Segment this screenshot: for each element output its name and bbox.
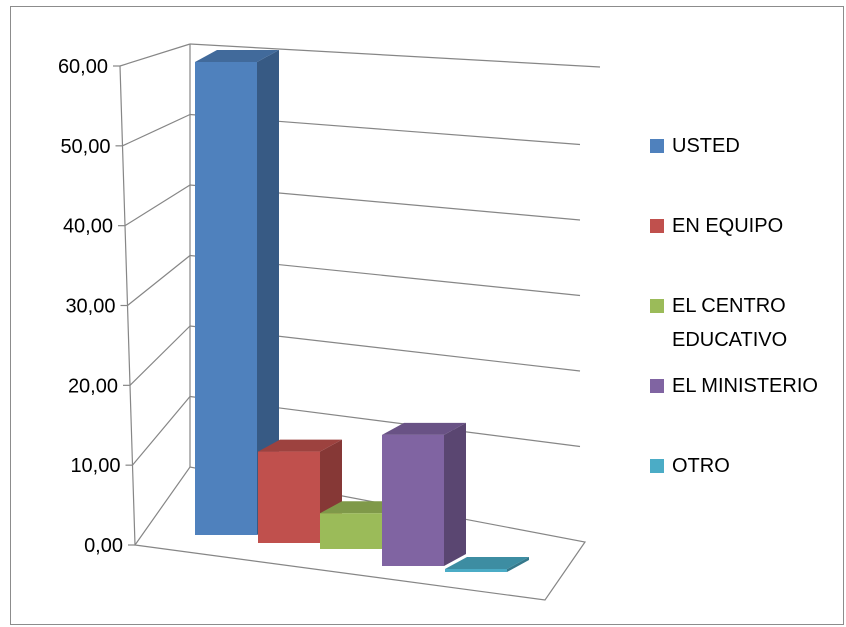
bar-el-ministerio: [382, 422, 466, 566]
legend-swatch: [650, 219, 664, 233]
legend-swatch: [650, 139, 664, 153]
chart-floor: [133, 466, 587, 601]
legend: USTED EN EQUIPO EL CENTRO EDUCATIVO EL MINIS…: [650, 135, 818, 477]
legend-item: USTED: [650, 135, 740, 157]
legend-swatch: [650, 459, 664, 473]
chart-frame: [10, 6, 844, 625]
legend-item: EN EQUIPO: [650, 215, 783, 237]
legend-label: EN EQUIPO: [672, 215, 783, 237]
gridline-side: [132, 396, 191, 466]
bar-otro: [445, 557, 529, 572]
legend-label: USTED: [672, 135, 740, 157]
gridline-side: [124, 184, 191, 227]
wall-edge: [189, 43, 601, 68]
y-tick-label: 0,00: [84, 535, 123, 557]
legend-swatch: [650, 379, 664, 393]
y-tick-label: 30,00: [65, 296, 115, 318]
y-tick-label: 20,00: [68, 375, 118, 397]
y-axis-tick-labels: 0,00 10,00 20,00 30,00 40,00 50,00 60,00: [58, 56, 123, 557]
floor-outline: [133, 466, 587, 601]
y-tick-label: 60,00: [58, 56, 108, 78]
y-tick-label: 50,00: [60, 136, 110, 158]
bars: [195, 50, 529, 572]
y-tick-label: 10,00: [70, 455, 120, 477]
legend-item: OTRO: [650, 455, 730, 477]
gridline-side: [127, 255, 191, 306]
chart-walls: [119, 43, 601, 546]
y-tick-label: 40,00: [63, 216, 113, 238]
legend-label: EL CENTRO EDUCATIVO: [672, 295, 787, 351]
gridlines: [113, 65, 581, 546]
legend-label: EL MINISTERIO: [672, 375, 818, 397]
legend-label: OTRO: [672, 455, 730, 477]
legend-item: EL CENTRO EDUCATIVO: [650, 295, 787, 351]
wall-edge: [119, 43, 191, 67]
bar-usted: [195, 50, 279, 535]
gridline-side: [122, 113, 191, 147]
legend-swatch: [650, 299, 664, 313]
gridline-side: [129, 325, 191, 386]
legend-item: EL MINISTERIO: [650, 375, 818, 397]
